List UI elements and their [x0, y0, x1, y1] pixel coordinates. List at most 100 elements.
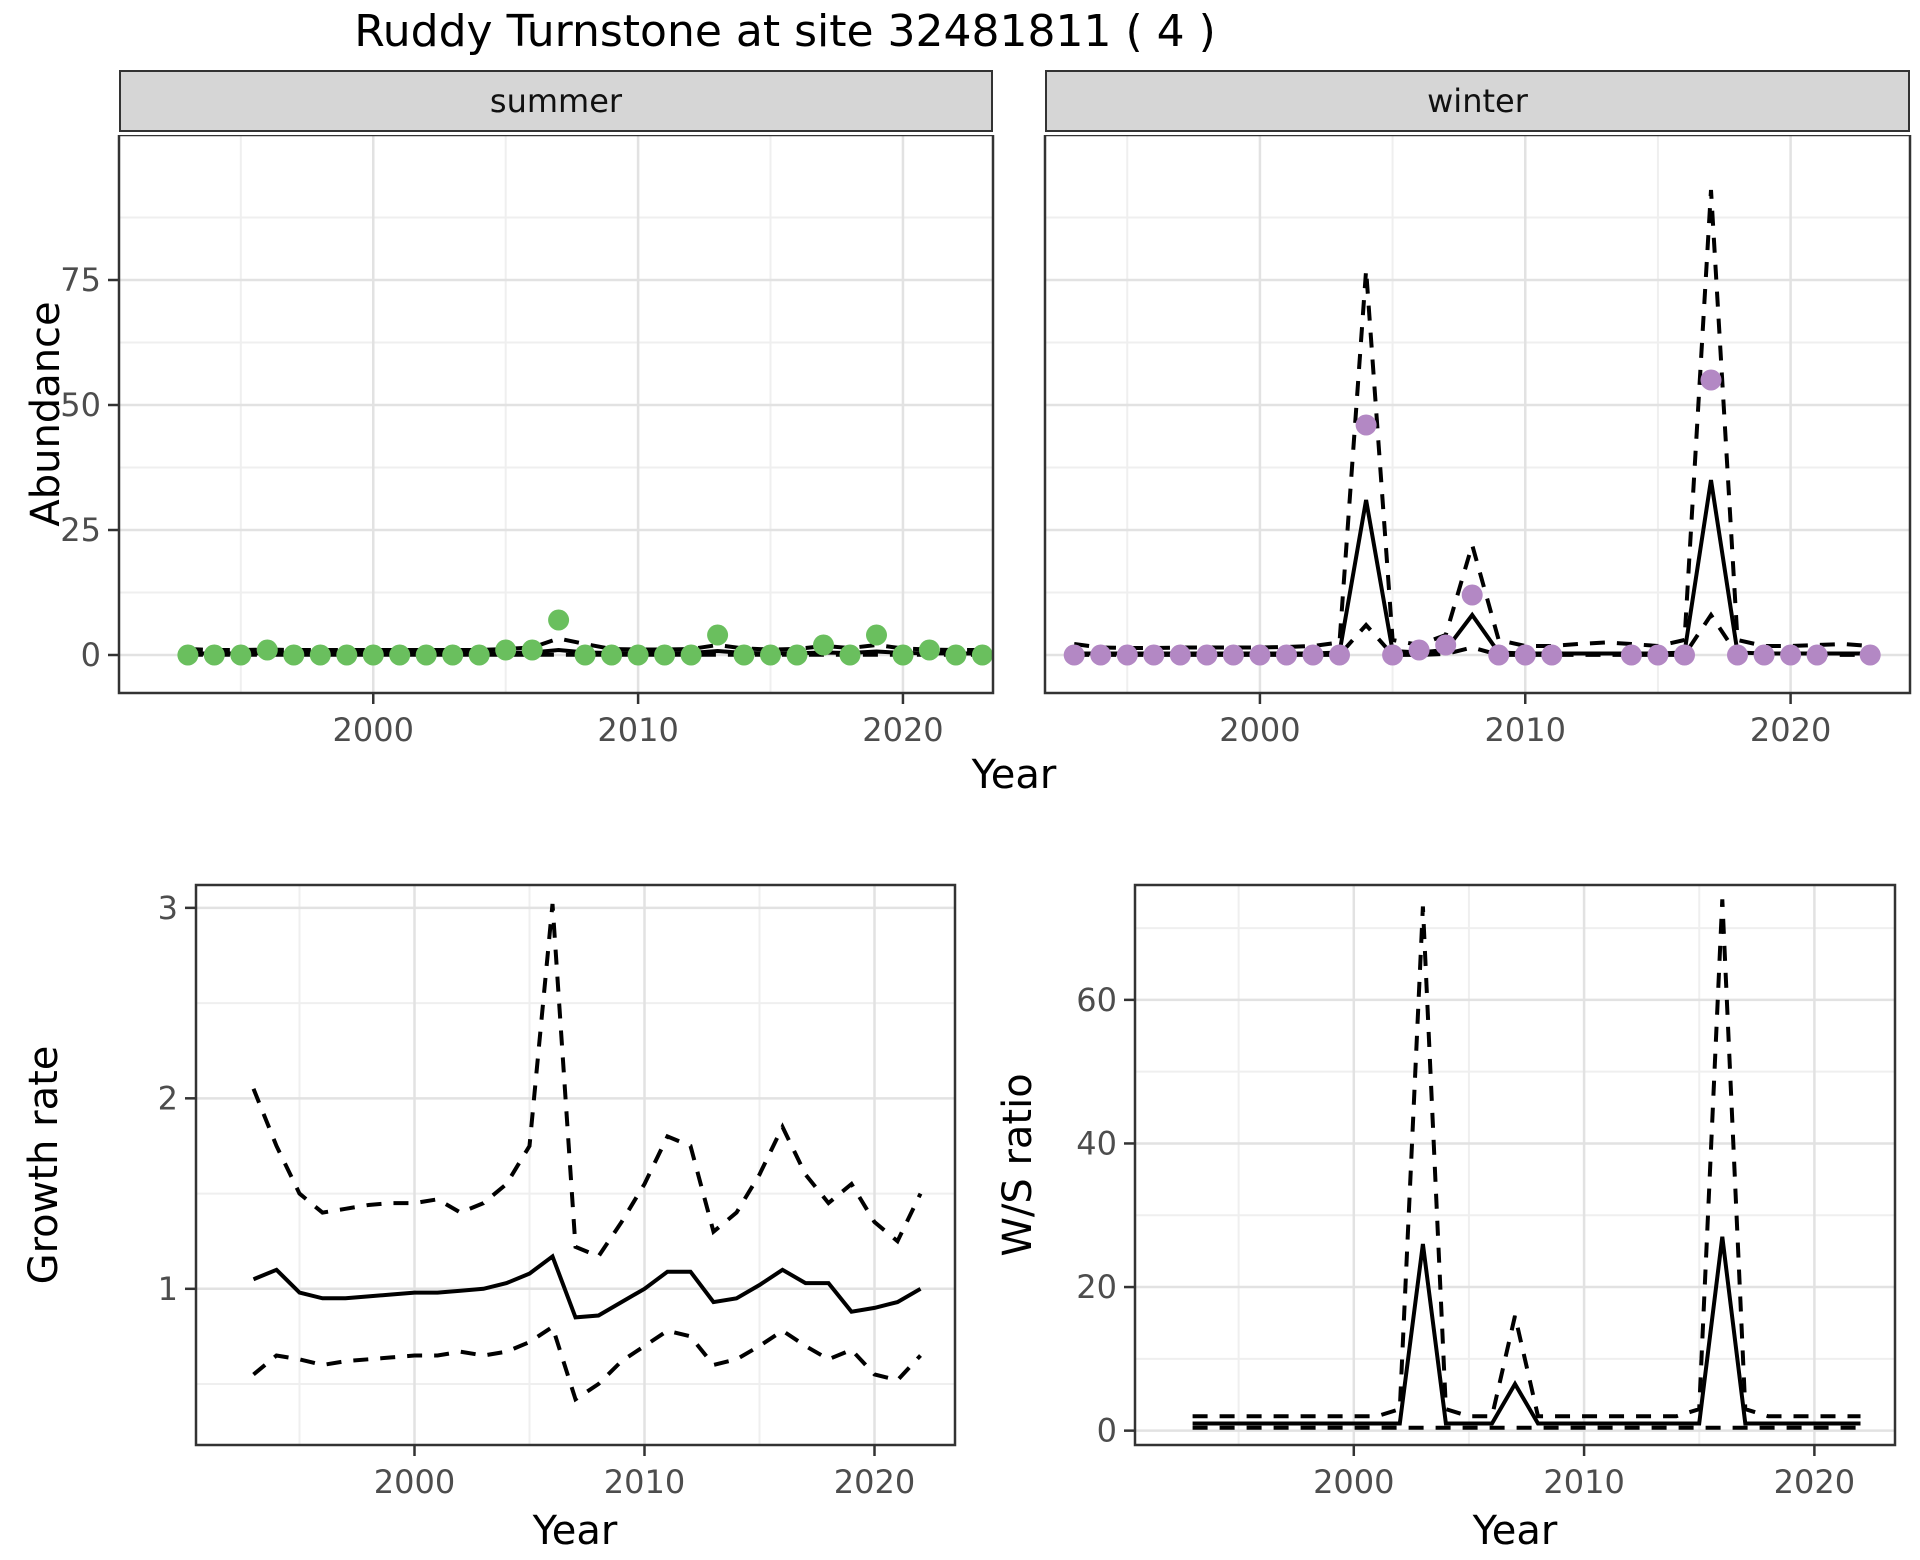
- data-point: [813, 634, 834, 656]
- svg-text:60: 60: [1076, 981, 1117, 1019]
- svg-text:2000: 2000: [1219, 711, 1300, 749]
- growth-rate-upper-ci-line: [251, 903, 923, 1259]
- data-point: [1249, 644, 1271, 666]
- svg-text:2000: 2000: [333, 711, 414, 749]
- svg-text:2: 2: [158, 1079, 178, 1117]
- data-point: [1806, 644, 1828, 666]
- major-gridlines: [196, 885, 955, 1445]
- panel-background: [1135, 885, 1895, 1445]
- data-point: [230, 644, 252, 666]
- panel-border: [194, 883, 957, 1447]
- ws-ratio-upper-ci-line: [1192, 899, 1861, 1419]
- data-point: [309, 644, 331, 666]
- data-point: [1408, 639, 1430, 661]
- data-point: [945, 644, 967, 666]
- svg-text:0: 0: [1097, 1412, 1117, 1450]
- svg-text:2010: 2010: [1485, 711, 1566, 749]
- data-point: [1169, 644, 1191, 666]
- data-point: [389, 644, 411, 666]
- data-point: [866, 624, 887, 646]
- data-point: [1063, 644, 1085, 666]
- panel-background: [119, 135, 993, 693]
- svg-text:3: 3: [158, 889, 178, 927]
- data-point: [786, 644, 808, 666]
- data-point: [971, 644, 993, 666]
- svg-text:40: 40: [1076, 1124, 1117, 1162]
- data-point: [283, 644, 305, 666]
- data-point: [1727, 644, 1748, 666]
- data-point: [1461, 584, 1483, 606]
- x-axis-title-year-ws: Year: [1472, 1508, 1558, 1554]
- data-point: [892, 644, 914, 666]
- svg-text:1: 1: [158, 1270, 178, 1308]
- data-point: [203, 644, 225, 666]
- minor-gridlines: [196, 885, 955, 1445]
- data-point: [468, 644, 490, 666]
- data-point: [1753, 644, 1775, 666]
- panel-background: [1045, 135, 1910, 693]
- svg-text:2020: 2020: [834, 1463, 915, 1501]
- data-point: [548, 609, 570, 631]
- facet-strip-summer-label: summer: [489, 82, 623, 120]
- winter-abundance-panel: 2000 2010 2020: [1043, 135, 1912, 749]
- ws-ratio-panel: 2000 2010 2020 0 20 40 60: [1076, 883, 1897, 1501]
- data-point: [627, 644, 649, 666]
- data-point: [1355, 414, 1377, 436]
- facet-strip-summer: summer: [119, 70, 993, 132]
- abundance-winter-observed-points: [1063, 369, 1881, 666]
- svg-text:2010: 2010: [597, 711, 678, 749]
- growth-rate-panel: 2000 2010 2020 1 2 3: [158, 883, 957, 1501]
- svg-text:50: 50: [60, 386, 101, 424]
- x-axis-ticks: 2000 2010 2020: [1313, 1445, 1855, 1501]
- x-axis-title-year-growth: Year: [532, 1508, 618, 1554]
- data-point: [1647, 644, 1669, 666]
- data-point: [1090, 644, 1112, 666]
- data-point: [1620, 644, 1642, 666]
- growth-rate-fit-line: [252, 1253, 922, 1320]
- data-point: [336, 644, 358, 666]
- minor-gridlines: [119, 135, 993, 693]
- data-point: [1435, 634, 1457, 656]
- data-point: [918, 639, 940, 661]
- data-point: [521, 639, 543, 661]
- panel-border: [1133, 883, 1897, 1447]
- data-point: [1541, 644, 1563, 666]
- ws-ratio-fit-line: [1192, 1236, 1861, 1426]
- data-point: [707, 624, 729, 646]
- growth-rate-lower-ci-line: [252, 1323, 922, 1403]
- svg-text:75: 75: [60, 261, 101, 299]
- svg-text:2000: 2000: [374, 1463, 455, 1501]
- x-axis-title-year-top: Year: [971, 752, 1057, 798]
- data-point: [1116, 644, 1138, 666]
- svg-text:2020: 2020: [862, 711, 943, 749]
- minor-gridlines: [1135, 885, 1895, 1445]
- data-point: [574, 644, 596, 666]
- data-point: [1514, 644, 1536, 666]
- svg-text:0: 0: [81, 636, 101, 674]
- svg-text:25: 25: [60, 511, 101, 549]
- svg-text:2010: 2010: [604, 1463, 685, 1501]
- page-title: Ruddy Turnstone at site 32481811 ( 4 ): [354, 6, 1216, 57]
- svg-text:2010: 2010: [1543, 1463, 1624, 1501]
- data-point: [177, 644, 199, 666]
- data-point: [1143, 644, 1165, 666]
- data-point: [1674, 644, 1695, 666]
- facet-strip-winter-label: winter: [1427, 82, 1528, 120]
- x-axis-ticks: 2000 2010 2020: [333, 693, 944, 749]
- data-point: [256, 639, 278, 661]
- data-point: [680, 644, 702, 666]
- data-point: [1329, 644, 1350, 666]
- facet-strip-winter: winter: [1045, 70, 1910, 132]
- data-point: [1302, 644, 1324, 666]
- panel-border: [117, 135, 995, 695]
- x-axis-ticks: 2000 2010 2020: [1219, 693, 1831, 749]
- x-axis-ticks: 2000 2010 2020: [374, 1445, 915, 1501]
- data-point: [601, 644, 623, 666]
- y-axis-ticks: 1 2 3: [158, 889, 196, 1308]
- data-point: [733, 644, 755, 666]
- data-point: [1780, 644, 1802, 666]
- data-point: [442, 644, 464, 666]
- y-axis-ticks: 0 20 40 60: [1076, 981, 1135, 1450]
- data-point: [760, 644, 781, 666]
